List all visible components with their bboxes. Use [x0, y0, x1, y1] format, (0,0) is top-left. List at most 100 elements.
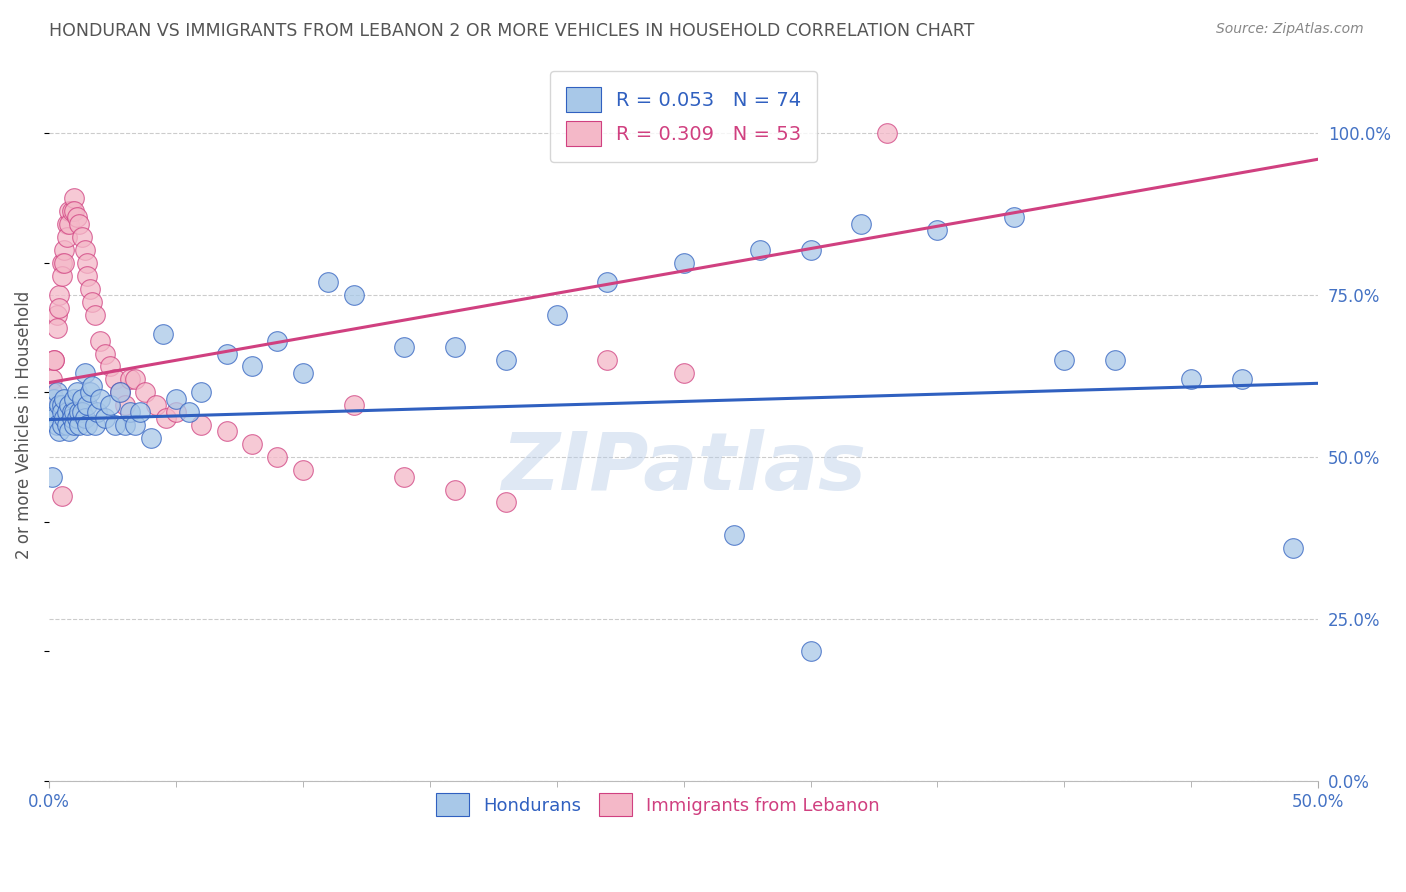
- Point: [58, 398, 80, 412]
- Legend: Hondurans, Immigrants from Lebanon: Hondurans, Immigrants from Lebanon: [427, 784, 889, 825]
- Point: [42, 353, 65, 368]
- Point: [596, 353, 619, 368]
- Point: [55, 405, 77, 419]
- Point: [291, 366, 314, 380]
- Point: [748, 243, 770, 257]
- Point: [129, 405, 152, 419]
- Point: [394, 340, 416, 354]
- Point: [152, 327, 174, 342]
- Point: [266, 450, 288, 464]
- Point: [45, 320, 67, 334]
- Point: [291, 463, 314, 477]
- Point: [41, 469, 63, 483]
- Point: [165, 405, 187, 419]
- Point: [55, 217, 77, 231]
- Point: [98, 359, 121, 374]
- Point: [1104, 353, 1126, 368]
- Point: [42, 392, 65, 406]
- Point: [104, 372, 127, 386]
- Point: [1002, 211, 1025, 225]
- Point: [215, 424, 238, 438]
- Point: [124, 372, 146, 386]
- Point: [94, 411, 117, 425]
- Point: [55, 417, 77, 432]
- Text: ZIPatlas: ZIPatlas: [501, 428, 866, 507]
- Point: [342, 398, 364, 412]
- Point: [66, 411, 89, 425]
- Point: [41, 405, 63, 419]
- Point: [51, 405, 73, 419]
- Point: [51, 268, 73, 283]
- Point: [177, 405, 200, 419]
- Point: [723, 528, 745, 542]
- Point: [145, 398, 167, 412]
- Point: [70, 405, 93, 419]
- Point: [190, 417, 212, 432]
- Point: [83, 417, 105, 432]
- Point: [134, 385, 156, 400]
- Point: [104, 417, 127, 432]
- Point: [190, 385, 212, 400]
- Text: HONDURAN VS IMMIGRANTS FROM LEBANON 2 OR MORE VEHICLES IN HOUSEHOLD CORRELATION : HONDURAN VS IMMIGRANTS FROM LEBANON 2 OR…: [49, 22, 974, 40]
- Point: [51, 256, 73, 270]
- Point: [876, 126, 898, 140]
- Point: [444, 340, 467, 354]
- Point: [495, 353, 517, 368]
- Point: [114, 417, 136, 432]
- Point: [63, 405, 86, 419]
- Point: [851, 217, 873, 231]
- Point: [89, 334, 111, 348]
- Point: [495, 495, 517, 509]
- Point: [66, 385, 89, 400]
- Point: [672, 256, 695, 270]
- Point: [51, 489, 73, 503]
- Point: [799, 243, 821, 257]
- Point: [799, 644, 821, 658]
- Point: [240, 437, 263, 451]
- Point: [63, 191, 86, 205]
- Point: [596, 275, 619, 289]
- Point: [342, 288, 364, 302]
- Point: [41, 385, 63, 400]
- Point: [60, 204, 83, 219]
- Y-axis label: 2 or more Vehicles in Household: 2 or more Vehicles in Household: [15, 291, 32, 559]
- Point: [51, 417, 73, 432]
- Text: Source: ZipAtlas.com: Source: ZipAtlas.com: [1216, 22, 1364, 37]
- Point: [98, 398, 121, 412]
- Point: [73, 243, 96, 257]
- Point: [927, 223, 949, 237]
- Point: [45, 417, 67, 432]
- Point: [316, 275, 339, 289]
- Point: [79, 282, 101, 296]
- Point: [66, 211, 89, 225]
- Point: [1053, 353, 1076, 368]
- Point: [546, 308, 568, 322]
- Point: [165, 392, 187, 406]
- Point: [79, 385, 101, 400]
- Point: [48, 301, 70, 315]
- Point: [70, 392, 93, 406]
- Point: [94, 346, 117, 360]
- Point: [124, 417, 146, 432]
- Point: [76, 417, 98, 432]
- Point: [76, 256, 98, 270]
- Point: [1282, 541, 1305, 555]
- Point: [444, 483, 467, 497]
- Point: [63, 392, 86, 406]
- Point: [51, 398, 73, 412]
- Point: [53, 411, 76, 425]
- Point: [240, 359, 263, 374]
- Point: [45, 308, 67, 322]
- Point: [73, 411, 96, 425]
- Point: [48, 288, 70, 302]
- Point: [53, 243, 76, 257]
- Point: [67, 217, 90, 231]
- Point: [45, 385, 67, 400]
- Point: [89, 392, 111, 406]
- Point: [42, 411, 65, 425]
- Point: [58, 217, 80, 231]
- Point: [55, 230, 77, 244]
- Point: [53, 256, 76, 270]
- Point: [394, 469, 416, 483]
- Point: [58, 204, 80, 219]
